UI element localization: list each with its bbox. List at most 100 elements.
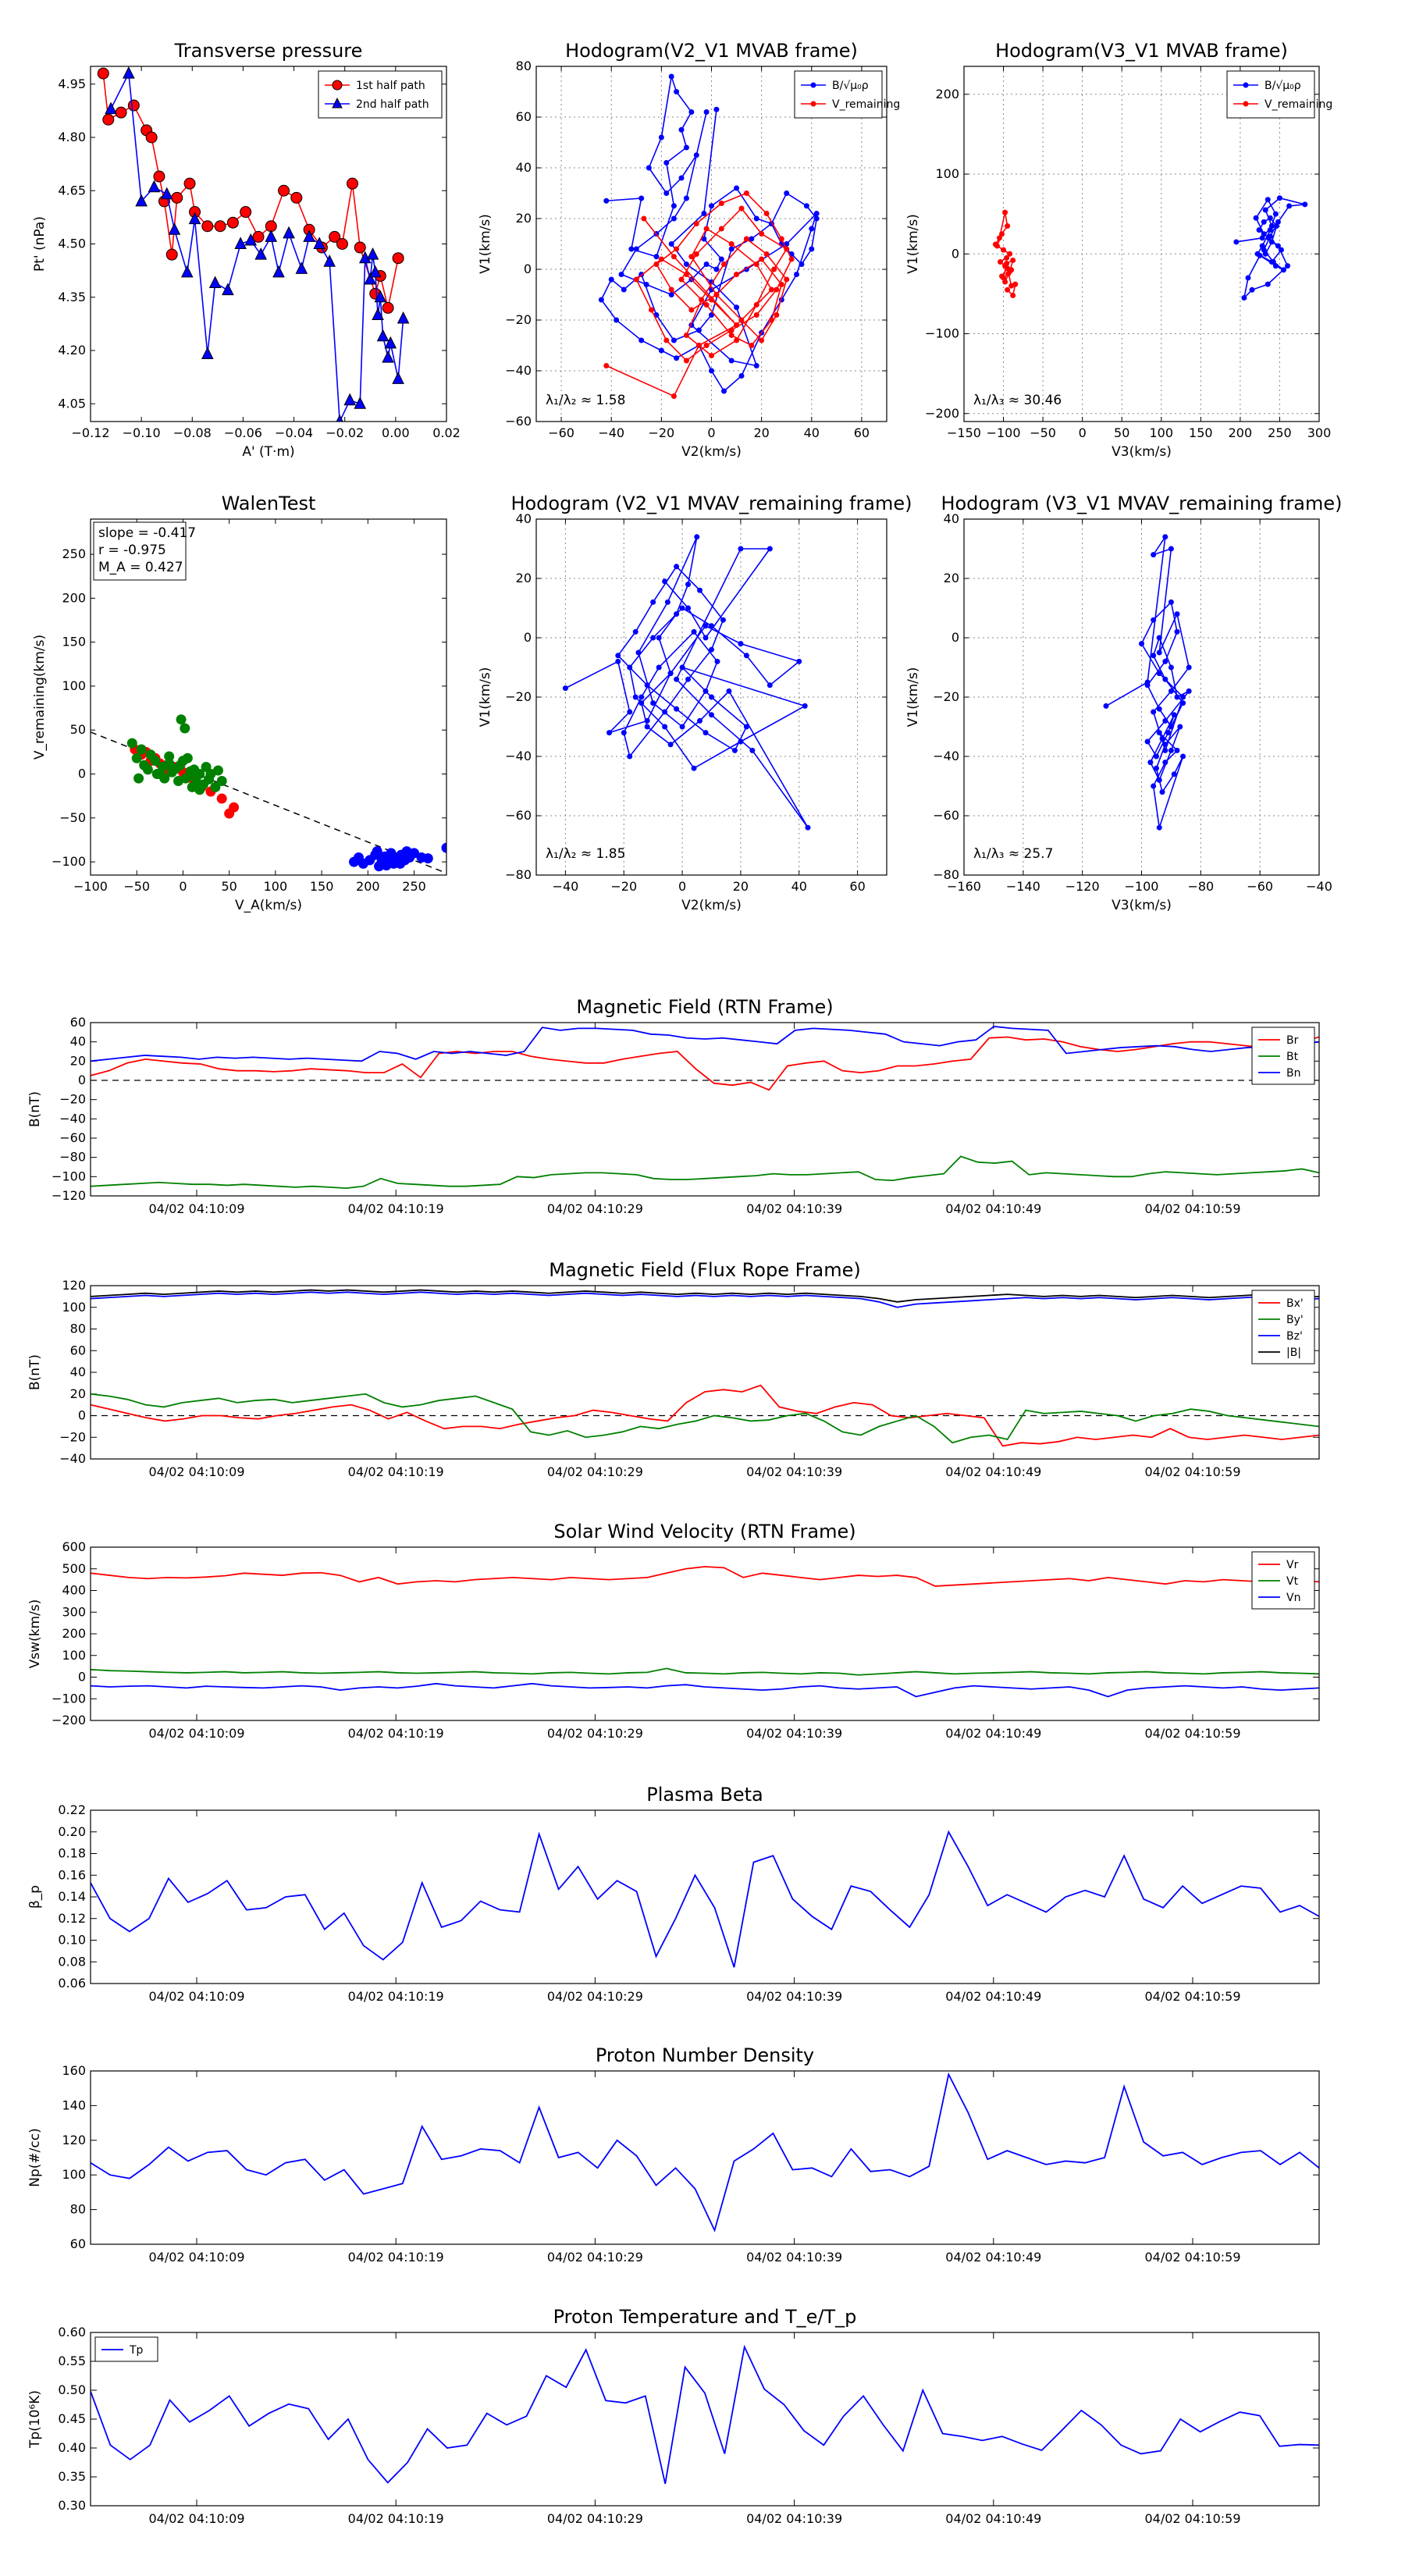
tp-1st-half-path-point — [290, 191, 303, 204]
hod1-v-remaining-point — [658, 256, 664, 262]
hod1-b--point — [674, 355, 680, 361]
hod1-legend: B/√μ₀ρ V_remaining — [794, 70, 900, 119]
hod4-frame — [963, 518, 1320, 876]
tp-1st-half-path-point — [97, 67, 109, 80]
tp-2nd-half-path-point — [366, 247, 379, 260]
tp_temp-ytick-label: 0.60 — [58, 2325, 86, 2339]
hod2-b--point — [1272, 211, 1279, 217]
beta-ytick-label: 0.10 — [58, 1933, 86, 1948]
mag_fr-ylabel: B(nT) — [27, 1354, 43, 1390]
hod1-b--point — [709, 203, 714, 209]
hod3-v-point — [662, 724, 668, 730]
hod1-v-remaining-point — [703, 343, 710, 348]
hod4-v-point — [1159, 789, 1165, 795]
np-xtick-label: 04/02 04:10:09 — [148, 2250, 244, 2265]
hod3-v-point — [796, 658, 802, 664]
hod1-v-remaining-point — [683, 358, 689, 364]
mag_rtn-panel: −120 −100 −80 −60 −40 −20 0 20 40 60 B(nT) 04/02 04… — [27, 996, 1320, 1216]
walen-blue-point — [409, 848, 420, 859]
hod4-v-point — [1177, 724, 1183, 730]
tp-xtick-label: 0.02 — [432, 425, 461, 440]
hod1-b--point — [683, 195, 689, 201]
hod1-xtick-label: 40 — [804, 425, 820, 440]
hod3-v-point — [702, 688, 709, 694]
hod1-legend-label: V_remaining — [832, 98, 900, 111]
hod1-b--point — [670, 337, 677, 343]
tp-1st-half-path-point — [115, 106, 127, 119]
hod1-b--point — [701, 211, 707, 216]
tp_temp-ytick-label: 0.40 — [58, 2440, 86, 2455]
hod1-b--point — [633, 246, 639, 252]
mag_rtn-xtick-label: 04/02 04:10:59 — [1144, 1201, 1240, 1216]
hod1-ytick-label: 80 — [516, 59, 532, 73]
hod4-v-point — [1151, 783, 1157, 789]
tp-1st-half-path-point — [240, 206, 252, 219]
hod1-v-remaining-point — [641, 215, 647, 222]
hod2-v-remaining-point — [1004, 261, 1010, 267]
hod1-v-remaining-point — [743, 236, 749, 242]
hod1-b--point — [813, 211, 820, 216]
hod4-v-point — [1168, 688, 1174, 694]
mag_rtn-series-bn — [91, 1026, 1319, 1062]
hod3-title: Hodogram (V2_V1 MVAV_remaining frame) — [510, 493, 912, 514]
hod4-v-point — [1139, 641, 1144, 647]
walen-green-point — [150, 756, 161, 767]
hod2-xtick-label: 200 — [1229, 425, 1253, 440]
hod2-v-remaining-point — [1005, 222, 1011, 229]
walen-green-point — [216, 776, 227, 787]
tp-2nd-half-path-point — [208, 276, 222, 289]
beta-xtick-label: 04/02 04:10:09 — [148, 1989, 244, 2004]
hod1-b--point — [728, 358, 735, 364]
walen-frame — [90, 518, 447, 876]
mag_fr-legend-label: Bx' — [1286, 1297, 1304, 1310]
hod3-v-point — [738, 546, 744, 552]
mag_fr-ytick-label: −40 — [59, 1451, 86, 1466]
tp-xtick-label: −0.08 — [173, 425, 212, 440]
tp_temp-series-tp — [91, 2344, 1319, 2485]
hod2-legend: B/√μ₀ρ V_remaining — [1226, 70, 1332, 119]
np-plot-area — [91, 2072, 1319, 2233]
hod4-v-point — [1168, 724, 1174, 730]
hod4-v-point — [1162, 534, 1168, 540]
tp-1st-half-path-point — [214, 220, 226, 233]
hod1-b--point — [734, 304, 740, 311]
hod4-annotation: λ₁/λ₃ ≈ 25.7 — [973, 846, 1053, 862]
walen-xtick-label: 0 — [179, 879, 187, 894]
beta-ytick-label: 0.08 — [58, 1954, 86, 1969]
hod4-ytick-label: 0 — [951, 630, 959, 645]
hod1-legend-box — [794, 70, 883, 119]
hod3-v-point — [638, 694, 645, 700]
tp-1st-half-path-point — [127, 99, 140, 112]
mag_fr-legend: Bx' By' Bz' |B| — [1251, 1290, 1315, 1364]
hod1-b--point — [709, 279, 714, 285]
tp-xtick-label: −0.10 — [123, 425, 161, 440]
hod4-ytick-label: −20 — [933, 689, 959, 704]
mag_rtn-ytick-label: −80 — [59, 1150, 86, 1165]
tp-2nd-half-path-point — [272, 265, 285, 278]
hod3-v-point — [685, 676, 692, 682]
hod1-b--point — [678, 175, 685, 181]
np-xtick-label: 04/02 04:10:39 — [746, 2250, 842, 2265]
hod1-b--point — [703, 109, 710, 115]
hod4-v-point — [1180, 753, 1186, 760]
walen-xlabel: V_A(km/s) — [235, 898, 302, 913]
tp-2nd-half-path-point — [265, 229, 278, 242]
hod2-b--point — [1276, 195, 1282, 201]
tp-2nd-half-path-point — [376, 329, 389, 342]
tp-ytick-label: 4.95 — [58, 76, 86, 91]
vsw-ylabel: Vsw(km/s) — [27, 1599, 43, 1669]
walen-stats-box — [93, 521, 187, 581]
hod1-b--point — [638, 337, 645, 343]
hod1-v-remaining-point — [633, 276, 639, 283]
vsw-ytick-label: 400 — [62, 1583, 86, 1598]
hod4-v-point — [1153, 765, 1159, 771]
tp-2nd-half-path-point — [234, 237, 247, 249]
tp-1st-half-path-point — [165, 248, 178, 261]
hod1-v-remaining-point — [768, 286, 774, 293]
hod1-b--point — [713, 266, 720, 272]
tp-2nd-half-path-point — [123, 66, 135, 79]
hod1-b--point — [809, 246, 815, 252]
vsw-ytick-label: −200 — [52, 1713, 86, 1727]
beta-ytick-label: 0.18 — [58, 1846, 86, 1861]
